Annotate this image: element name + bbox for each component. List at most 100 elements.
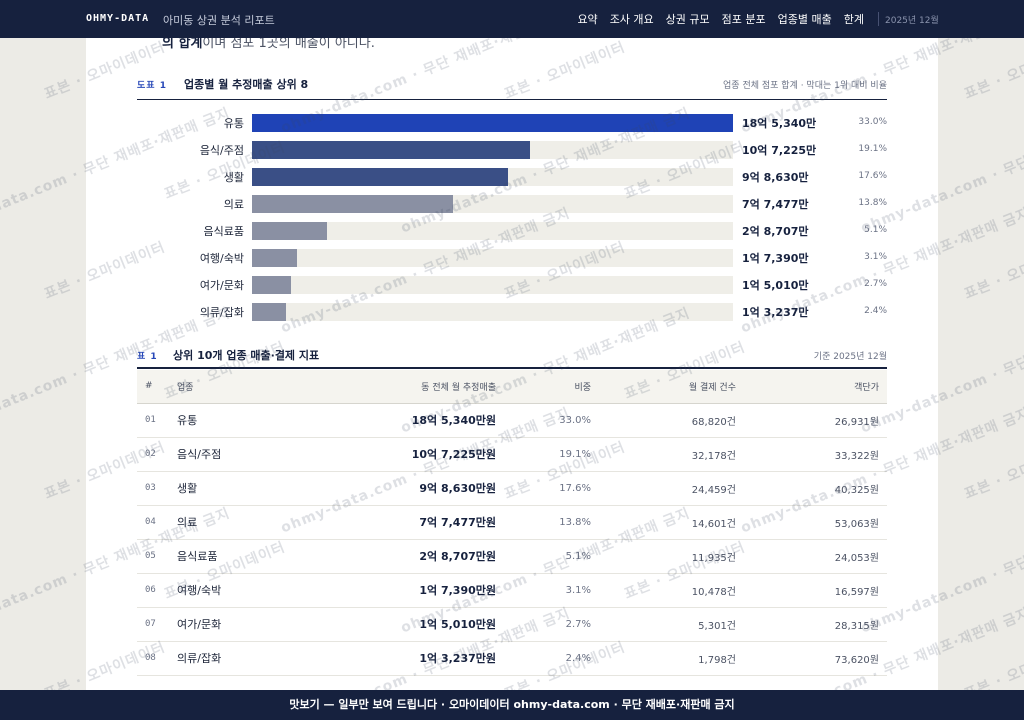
bar-value-label: 1억 5,010만 <box>742 279 809 292</box>
bar-track <box>252 114 733 132</box>
bar-share-label: 13.8% <box>858 198 887 208</box>
rank-cell: 06 <box>137 573 169 608</box>
bar <box>252 195 453 213</box>
avg-ticket-cell: 73,620원 <box>744 641 887 676</box>
table-row: 05 음식료품 2억 8,707만원 5.1% 11,935건 24,053원 <box>137 539 887 574</box>
share-cell: 13.8% <box>504 505 599 540</box>
bar-category-label: 음식/주점 <box>199 144 244 157</box>
nav-item-sales-by-industry[interactable]: 업종별 매출 <box>777 13 832 26</box>
bar-value-label: 9억 8,630만 <box>742 171 809 184</box>
intro-rest-text: 이며 점포 1곳의 매출이 아니다. <box>202 38 375 51</box>
share-cell: 2.7% <box>504 607 599 642</box>
nav-item-limitations[interactable]: 한계 <box>843 13 864 26</box>
bar <box>252 222 327 240</box>
rank-cell: 03 <box>137 471 169 506</box>
table-row: 01 유통 18억 5,340만원 33.0% 68,820건 26,931원 <box>137 403 887 438</box>
transactions-cell: 1,798건 <box>599 641 744 676</box>
table-row: 07 여가/문화 1억 5,010만원 2.7% 5,301건 28,315원 <box>137 607 887 642</box>
table-note: 기준 2025년 12월 <box>813 352 887 362</box>
industry-cell: 의료 <box>169 505 319 540</box>
industry-cell: 여행/숙박 <box>169 573 319 608</box>
bar-share-label: 3.1% <box>864 252 887 262</box>
bar-share-label: 33.0% <box>858 117 887 127</box>
industry-cell: 음식/주점 <box>169 437 319 472</box>
bar-row: 의류/잡화 1억 3,237만 2.4% <box>137 303 887 321</box>
bar-category-label: 생활 <box>223 171 244 184</box>
bar-track <box>252 276 733 294</box>
transactions-cell: 14,601건 <box>599 505 744 540</box>
figure-title: 업종별 월 추정매출 상위 8 <box>184 78 309 91</box>
table-header: 표 1 상위 10개 업종 매출·결제 지표 기준 2025년 12월 <box>137 345 887 369</box>
avg-ticket-cell: 53,063원 <box>744 505 887 540</box>
share-cell: 19.1% <box>504 437 599 472</box>
table-row: 03 생활 9억 8,630만원 17.6% 24,459건 40,325원 <box>137 471 887 506</box>
rank-cell: 01 <box>137 403 169 438</box>
avg-ticket-cell: 24,053원 <box>744 539 887 574</box>
avg-ticket-cell: 28,315원 <box>744 607 887 642</box>
industry-metrics-table: # 업종 동 전체 월 추정매출 비중 월 결제 건수 객단가 01 유통 18억 … <box>137 370 887 676</box>
table-tag: 표 1 <box>137 352 158 362</box>
bar-track <box>252 195 733 213</box>
nav-item-summary[interactable]: 요약 <box>577 13 598 26</box>
nav-item-overview[interactable]: 조사 개요 <box>609 13 654 26</box>
col-header-sales: 동 전체 월 추정매출 <box>319 370 504 404</box>
rank-cell: 07 <box>137 607 169 642</box>
bar-row: 생활 9억 8,630만 17.6% <box>137 168 887 186</box>
sales-cell: 1억 3,237만원 <box>319 641 504 676</box>
industry-cell: 여가/문화 <box>169 607 319 642</box>
nav-divider <box>878 12 879 26</box>
rank-cell: 02 <box>137 437 169 472</box>
intro-bold-text: 의 합계 <box>162 38 203 51</box>
report-sheet: 의 합계이며 점포 1곳의 매출이 아니다. 도표 1 업종별 월 추정매출 상… <box>86 38 938 690</box>
bar <box>252 249 297 267</box>
bar-category-label: 의류/잡화 <box>199 306 244 319</box>
bar-row: 의료 7억 7,477만 13.8% <box>137 195 887 213</box>
sales-cell: 10억 7,225만원 <box>319 437 504 472</box>
bar <box>252 168 508 186</box>
avg-ticket-cell: 26,931원 <box>744 403 887 438</box>
bar-category-label: 의료 <box>223 198 244 211</box>
sales-cell: 18억 5,340만원 <box>319 403 504 438</box>
bar-value-label: 10억 7,225만 <box>742 144 817 157</box>
bar-share-label: 2.7% <box>864 279 887 289</box>
industry-cell: 의류/잡화 <box>169 641 319 676</box>
bar-row: 음식료품 2억 8,707만 5.1% <box>137 222 887 240</box>
bar <box>252 141 530 159</box>
col-header-transactions: 월 결제 건수 <box>599 370 744 404</box>
col-header-share: 비중 <box>504 370 599 404</box>
sales-cell: 2억 8,707만원 <box>319 539 504 574</box>
share-cell: 33.0% <box>504 403 599 438</box>
preview-banner: 맛보기 — 일부만 보여 드립니다 · 오마이데이터 ohmy-data.com… <box>0 690 1024 720</box>
col-header-rank: # <box>137 370 169 404</box>
transactions-cell: 10,478건 <box>599 573 744 608</box>
bar-category-label: 유통 <box>223 117 244 130</box>
watermark-text: 표본 · 오마이데이터 <box>962 239 1024 303</box>
table-row: 08 의류/잡화 1억 3,237만원 2.4% 1,798건 73,620원 <box>137 641 887 676</box>
figure-tag: 도표 1 <box>137 81 167 91</box>
share-cell: 5.1% <box>504 539 599 574</box>
watermark-text: 표본 · 오마이데이터 <box>962 39 1024 103</box>
section-nav: 요약 조사 개요 상권 규모 점포 분포 업종별 매출 한계 <box>577 11 864 27</box>
brand-logo[interactable]: OHMY-DATA <box>86 13 150 24</box>
avg-ticket-cell: 16,597원 <box>744 573 887 608</box>
sales-cell: 9억 8,630만원 <box>319 471 504 506</box>
table-header-row: # 업종 동 전체 월 추정매출 비중 월 결제 건수 객단가 <box>137 370 887 404</box>
bar <box>252 303 286 321</box>
bar-value-label: 18억 5,340만 <box>742 117 817 130</box>
bar-row: 여가/문화 1억 5,010만 2.7% <box>137 276 887 294</box>
nav-item-market-size[interactable]: 상권 규모 <box>665 13 710 26</box>
col-header-avg-ticket: 객단가 <box>744 370 887 404</box>
bar-value-label: 2억 8,707만 <box>742 225 809 238</box>
bar-value-label: 1억 3,237만 <box>742 306 809 319</box>
bar-track <box>252 249 733 267</box>
report-title: 아미동 상권 분석 리포트 <box>163 14 275 27</box>
report-date: 2025년 12월 <box>885 16 939 26</box>
rank-cell: 04 <box>137 505 169 540</box>
transactions-cell: 11,935건 <box>599 539 744 574</box>
bar-share-label: 5.1% <box>864 225 887 235</box>
transactions-cell: 24,459건 <box>599 471 744 506</box>
nav-item-store-distribution[interactable]: 점포 분포 <box>721 13 766 26</box>
bar-share-label: 19.1% <box>858 144 887 154</box>
avg-ticket-cell: 33,322원 <box>744 437 887 472</box>
bar-track <box>252 222 733 240</box>
